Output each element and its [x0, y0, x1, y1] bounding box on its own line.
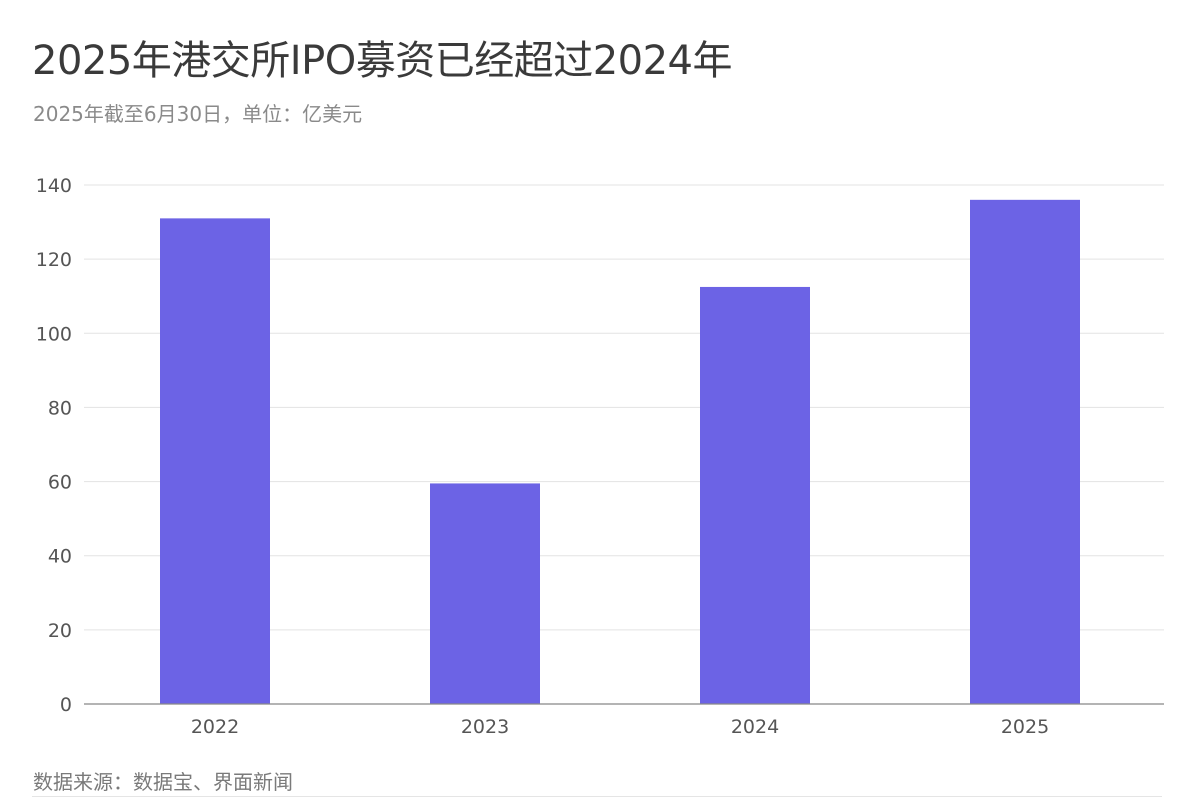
data-source: 数据来源：数据宝、界面新闻: [33, 770, 293, 794]
bar-chart: 0 20 40 60 80 100 120 140 2022 2023 2024 2025: [36, 175, 1164, 738]
tick-labels: 0 20 40 60 80 100 120 140 2022 2023 2024 2025: [36, 175, 1049, 738]
y-tick-label-140: 140: [36, 175, 72, 197]
footer-divider: [32, 796, 1162, 797]
y-tick-label-0: 0: [60, 694, 72, 716]
y-tick-label-100: 100: [36, 323, 72, 345]
bar-2022: [160, 218, 270, 704]
bar-2025: [970, 199, 1080, 705]
chart-subtitle: 2025年截至6月30日，单位：亿美元: [33, 102, 363, 126]
y-tick-label-20: 20: [48, 620, 72, 642]
chart-title: 2025年港交所IPO募资已经超过2024年: [32, 38, 733, 84]
bar-2024: [700, 286, 810, 704]
x-tick-label-2025: 2025: [1001, 716, 1049, 738]
x-tick-label-2024: 2024: [731, 716, 779, 738]
bars: [160, 199, 1080, 705]
x-tick-label-2022: 2022: [191, 716, 239, 738]
y-tick-label-120: 120: [36, 249, 72, 271]
y-tick-label-40: 40: [48, 546, 72, 568]
bar-2023: [430, 483, 540, 704]
y-tick-label-60: 60: [48, 472, 72, 494]
x-tick-label-2023: 2023: [461, 716, 509, 738]
y-tick-label-80: 80: [48, 397, 72, 419]
